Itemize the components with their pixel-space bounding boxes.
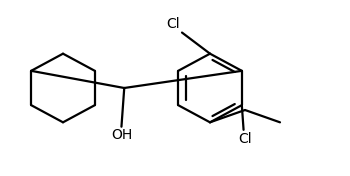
Text: Cl: Cl	[238, 132, 252, 146]
Text: OH: OH	[111, 128, 132, 143]
Text: Cl: Cl	[167, 17, 180, 31]
